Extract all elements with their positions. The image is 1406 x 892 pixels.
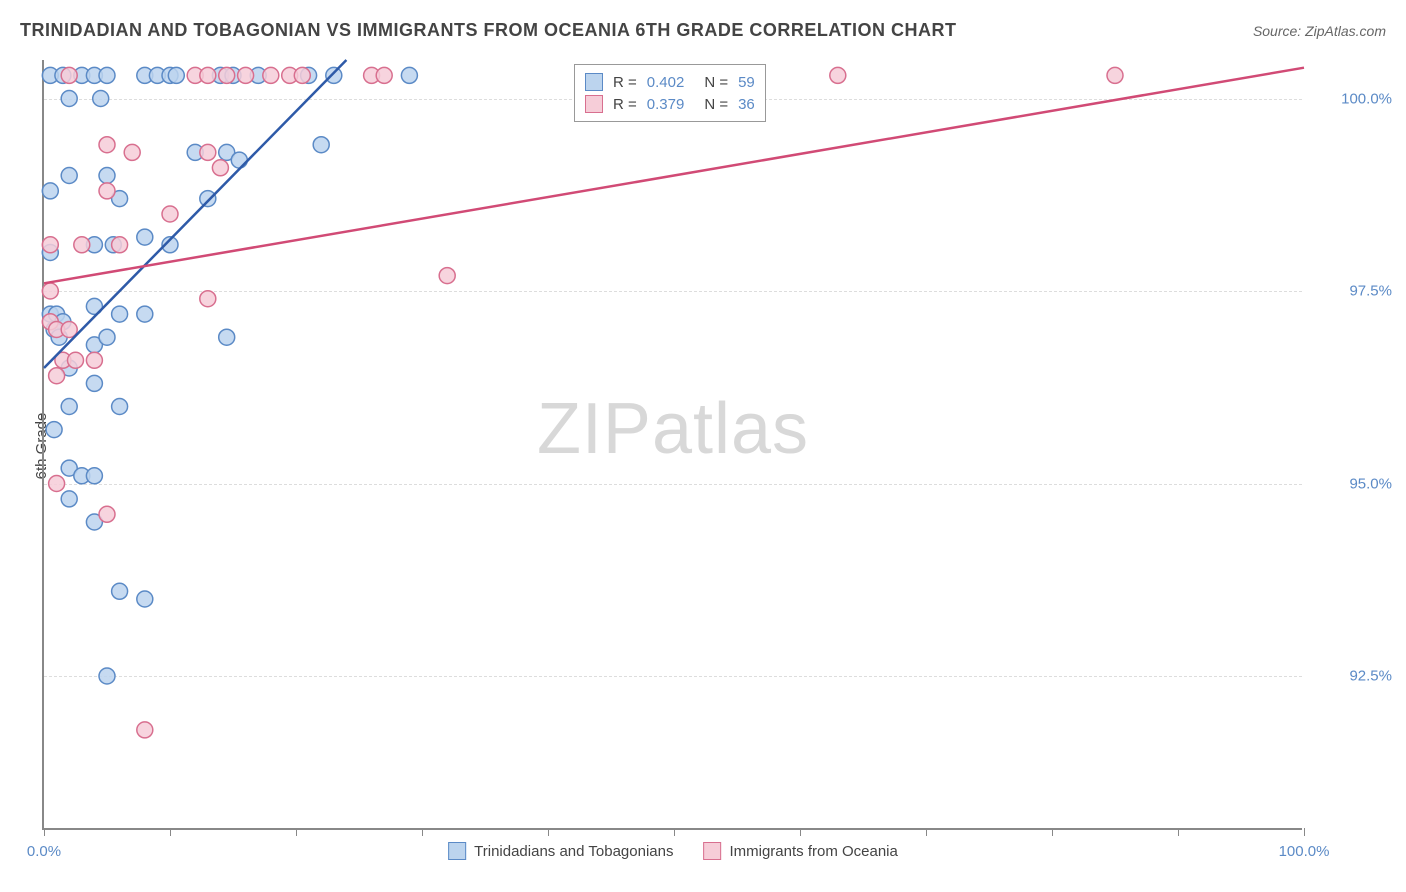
data-point <box>61 168 77 184</box>
data-point <box>1107 67 1123 83</box>
y-tick-label: 97.5% <box>1312 283 1392 300</box>
data-point <box>168 67 184 83</box>
x-tick-label: 100.0% <box>1279 843 1330 860</box>
data-point <box>42 237 58 253</box>
data-point <box>61 91 77 107</box>
data-point <box>326 67 342 83</box>
n-label: N = <box>704 96 728 113</box>
data-point <box>137 229 153 245</box>
data-point <box>313 137 329 153</box>
data-point <box>401 67 417 83</box>
series-legend-item: Immigrants from Oceania <box>703 842 897 860</box>
chart-svg <box>44 60 1302 828</box>
data-point <box>74 237 90 253</box>
stats-legend-row: R = 0.402 N = 59 <box>585 71 755 93</box>
data-point <box>439 268 455 284</box>
n-value: 59 <box>738 74 755 91</box>
data-point <box>376 67 392 83</box>
data-point <box>61 491 77 507</box>
x-tick-mark <box>548 828 549 836</box>
data-point <box>219 329 235 345</box>
data-point <box>99 67 115 83</box>
data-point <box>200 144 216 160</box>
data-point <box>263 67 279 83</box>
data-point <box>93 91 109 107</box>
plot-area: ZIPatlas 92.5%95.0%97.5%100.0% R =0.402N… <box>42 60 1302 830</box>
data-point <box>219 67 235 83</box>
data-point <box>49 368 65 384</box>
x-tick-mark <box>674 828 675 836</box>
data-point <box>99 329 115 345</box>
data-point <box>99 168 115 184</box>
y-tick-label: 92.5% <box>1312 668 1392 685</box>
n-value: 36 <box>738 96 755 113</box>
legend-swatch <box>703 842 721 860</box>
stats-legend: R = 0.402 N = 59 R = 0.379 N = 36 <box>574 64 766 122</box>
x-tick-mark <box>1304 828 1305 836</box>
data-point <box>99 668 115 684</box>
x-tick-mark <box>926 828 927 836</box>
series-legend: Trinidadians and Tobagonians Immigrants f… <box>448 842 898 860</box>
data-point <box>112 399 128 415</box>
data-point <box>99 137 115 153</box>
x-tick-mark <box>1178 828 1179 836</box>
data-point <box>137 306 153 322</box>
series-label: Trinidadians and Tobagonians <box>474 843 673 860</box>
chart-title: TRINIDADIAN AND TOBAGONIAN VS IMMIGRANTS… <box>20 20 956 41</box>
r-label: R = <box>613 96 637 113</box>
data-point <box>42 283 58 299</box>
data-point <box>112 237 128 253</box>
data-point <box>830 67 846 83</box>
x-tick-mark <box>44 828 45 836</box>
legend-swatch <box>585 95 603 113</box>
stats-legend-row: R = 0.379 N = 36 <box>585 93 755 115</box>
x-tick-mark <box>296 828 297 836</box>
data-point <box>99 183 115 199</box>
data-point <box>200 191 216 207</box>
x-tick-mark <box>800 828 801 836</box>
r-label: R = <box>613 74 637 91</box>
data-point <box>42 183 58 199</box>
x-tick-mark <box>170 828 171 836</box>
r-value: 0.402 <box>647 74 685 91</box>
data-point <box>46 422 62 438</box>
x-tick-mark <box>422 828 423 836</box>
x-tick-label: 0.0% <box>27 843 61 860</box>
data-point <box>61 67 77 83</box>
y-tick-label: 100.0% <box>1312 90 1392 107</box>
x-tick-mark <box>1052 828 1053 836</box>
data-point <box>162 206 178 222</box>
legend-swatch <box>448 842 466 860</box>
data-point <box>124 144 140 160</box>
r-value: 0.379 <box>647 96 685 113</box>
data-point <box>112 306 128 322</box>
series-legend-item: Trinidadians and Tobagonians <box>448 842 673 860</box>
data-point <box>86 352 102 368</box>
source-attribution: Source: ZipAtlas.com <box>1253 23 1386 39</box>
data-point <box>68 352 84 368</box>
data-point <box>294 67 310 83</box>
data-point <box>49 476 65 492</box>
data-point <box>238 67 254 83</box>
series-label: Immigrants from Oceania <box>729 843 897 860</box>
data-point <box>231 152 247 168</box>
legend-swatch <box>585 73 603 91</box>
data-point <box>212 160 228 176</box>
data-point <box>86 375 102 391</box>
regression-line <box>44 60 346 368</box>
data-point <box>99 506 115 522</box>
data-point <box>137 722 153 738</box>
data-point <box>61 399 77 415</box>
data-point <box>200 291 216 307</box>
data-point <box>137 591 153 607</box>
data-point <box>86 468 102 484</box>
data-point <box>112 583 128 599</box>
n-label: N = <box>704 74 728 91</box>
data-point <box>200 67 216 83</box>
y-tick-label: 95.0% <box>1312 475 1392 492</box>
